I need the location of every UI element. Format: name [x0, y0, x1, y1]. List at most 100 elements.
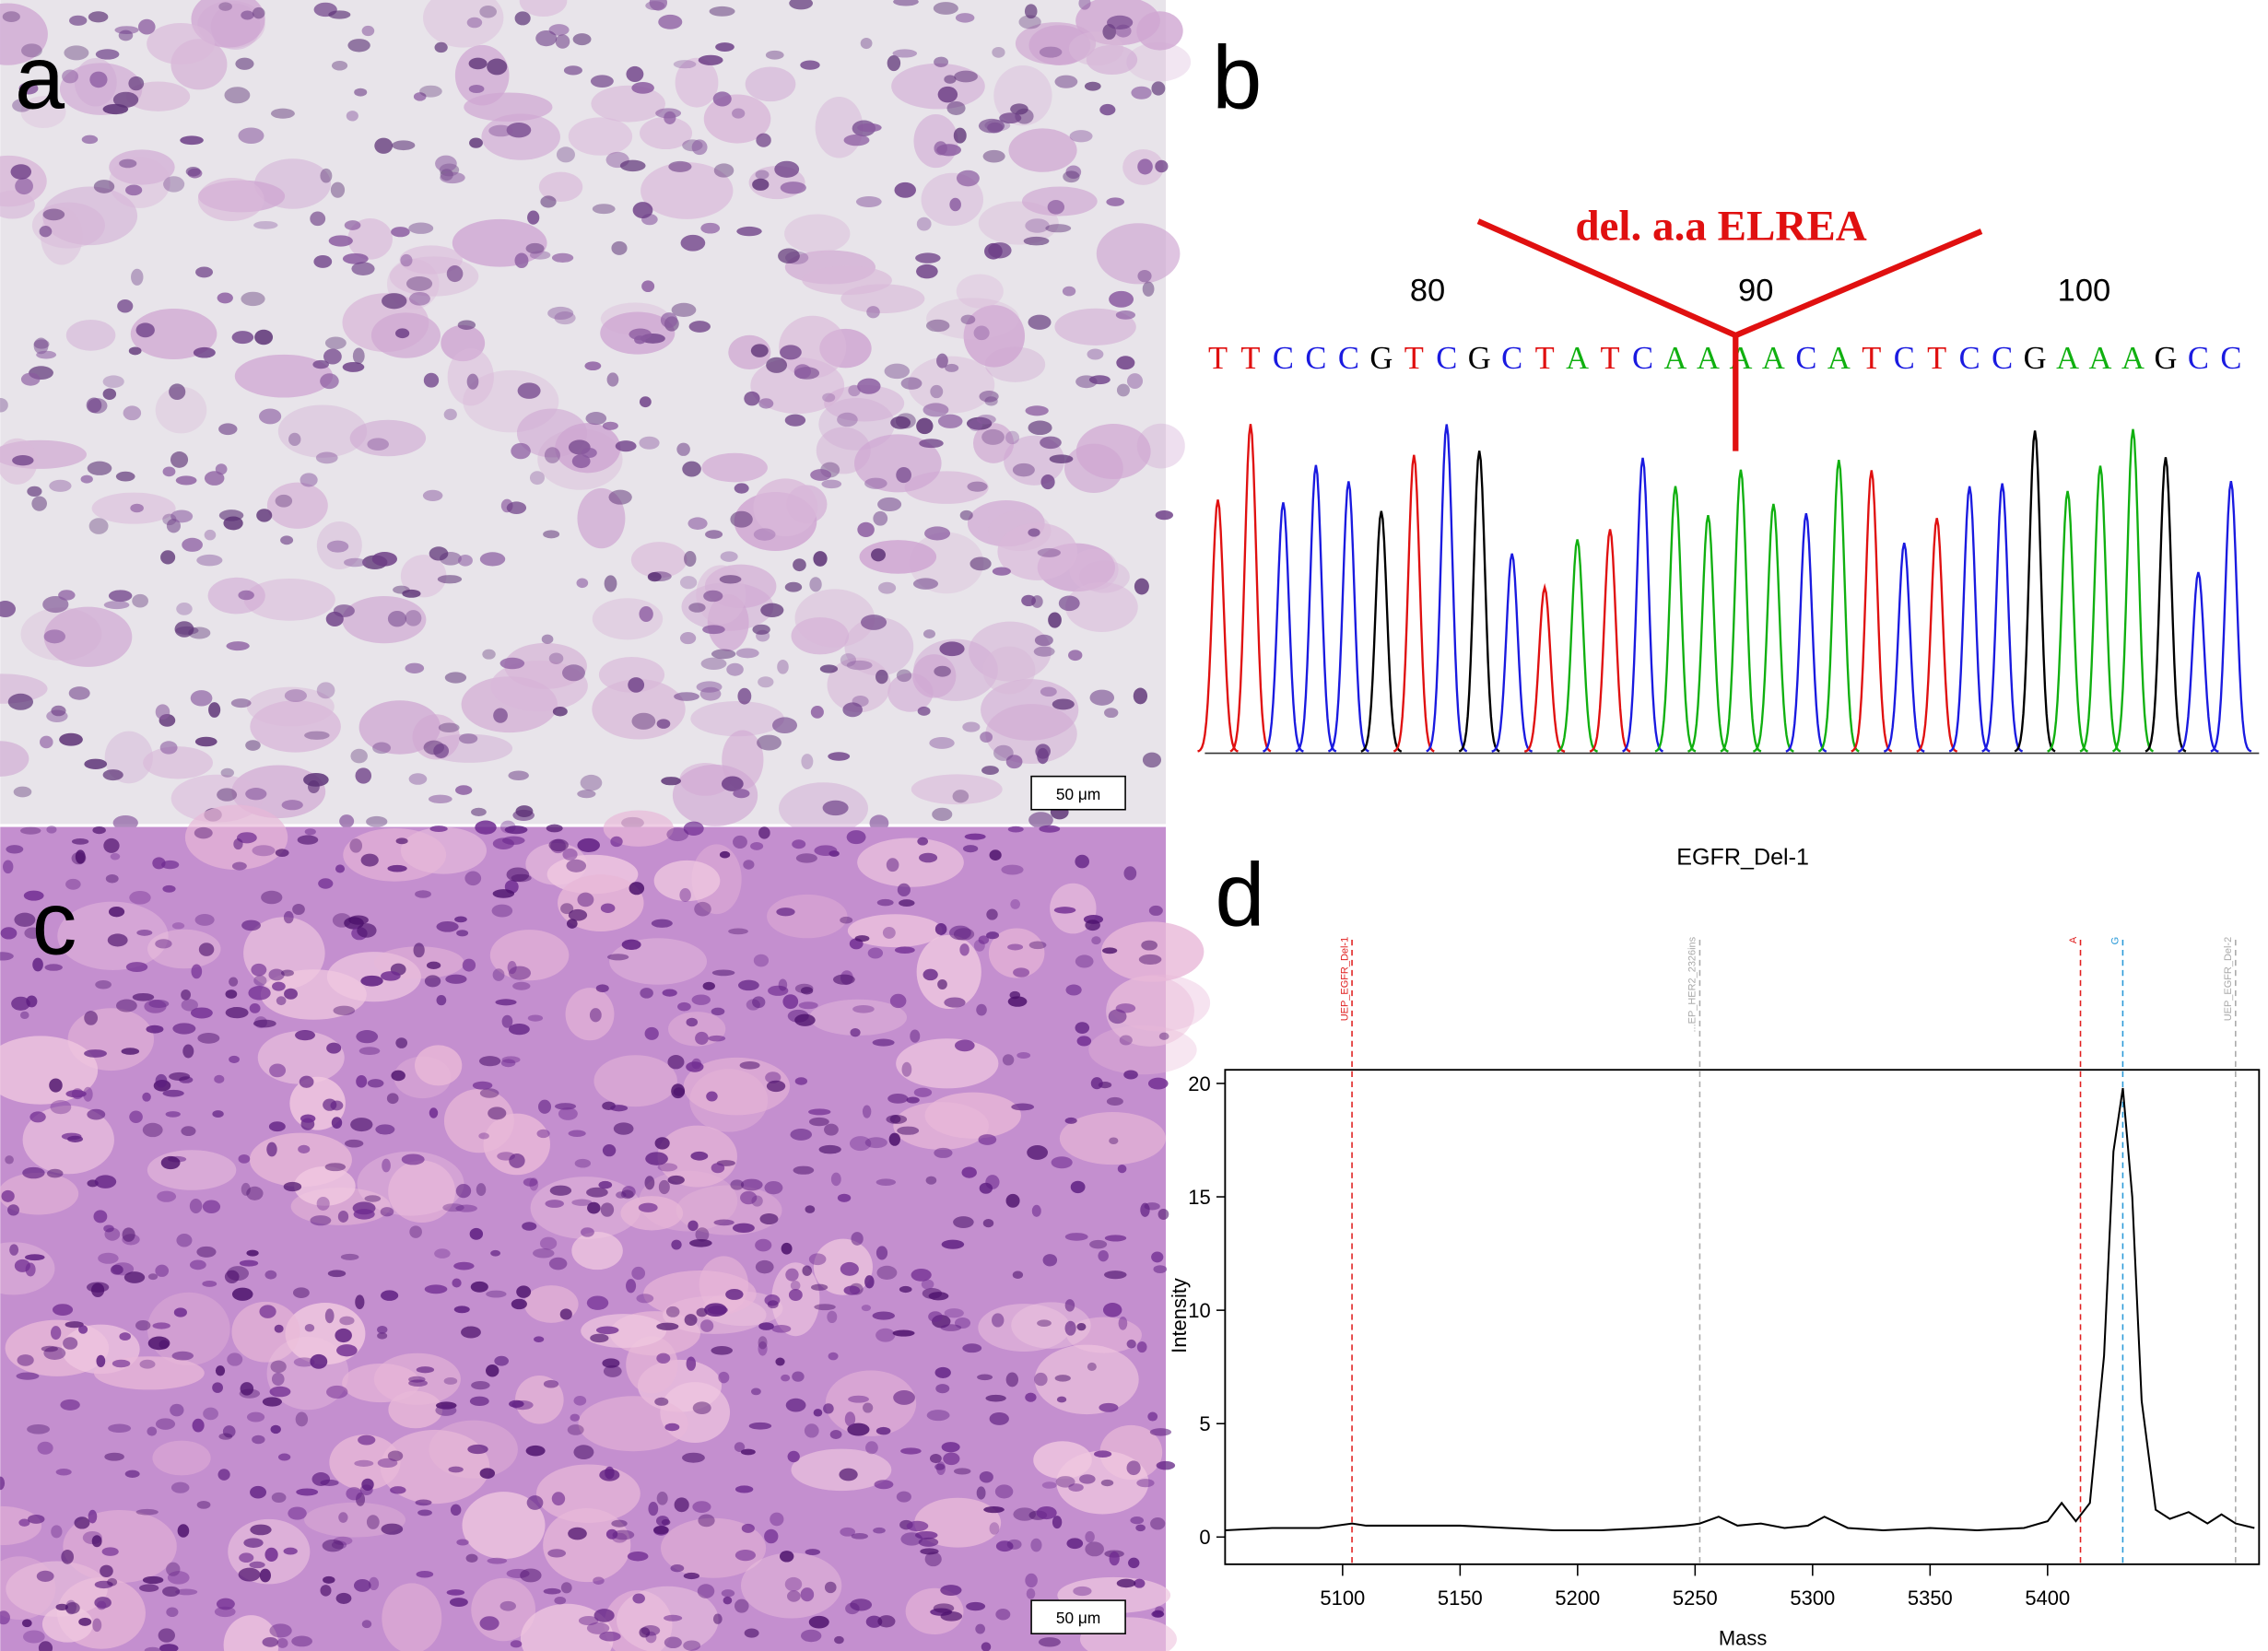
cell — [824, 1123, 839, 1136]
cell — [721, 776, 744, 791]
cell — [517, 382, 541, 399]
cell — [11, 996, 30, 1011]
cell — [234, 354, 334, 398]
x-tick-label: 5300 — [1790, 1587, 1835, 1610]
cell — [674, 1497, 689, 1513]
cell — [954, 1039, 975, 1052]
cell — [1034, 634, 1053, 647]
cell — [1116, 356, 1135, 370]
cell — [662, 989, 677, 997]
x-tick-label: 5250 — [1673, 1587, 1718, 1610]
cell — [152, 1322, 170, 1329]
cell — [888, 1132, 900, 1146]
cell — [1100, 1479, 1114, 1487]
cell — [415, 1499, 432, 1506]
cell — [916, 217, 932, 231]
cell — [18, 82, 39, 95]
cell — [40, 735, 53, 749]
cell — [1049, 454, 1074, 464]
cell — [560, 903, 574, 915]
cell — [546, 824, 563, 833]
cell — [1156, 1460, 1176, 1470]
cell — [908, 356, 995, 414]
cell — [645, 1, 665, 11]
cell — [262, 1397, 282, 1407]
cell — [857, 123, 882, 133]
cell — [204, 529, 217, 541]
cell — [593, 1609, 615, 1622]
cell — [999, 112, 1022, 124]
cell — [620, 1189, 634, 1200]
cell — [320, 168, 333, 183]
cell — [326, 1385, 348, 1399]
cell — [630, 542, 687, 579]
cell — [922, 968, 938, 981]
cell — [1088, 1025, 1197, 1075]
cell — [248, 986, 271, 1001]
cell — [241, 919, 261, 931]
cell — [108, 590, 133, 603]
trace-peak — [1360, 510, 1403, 753]
cell — [270, 1360, 287, 1374]
cell — [787, 1450, 800, 1463]
cell — [688, 321, 711, 333]
cell — [270, 108, 295, 119]
cell — [1087, 348, 1104, 360]
cell — [800, 987, 814, 995]
cell — [674, 692, 699, 701]
cell — [360, 975, 383, 987]
cell — [78, 1325, 88, 1334]
cell — [730, 1179, 745, 1190]
cell — [784, 1576, 803, 1592]
cell — [347, 217, 393, 260]
scale-bar-box — [1030, 1599, 1126, 1634]
cell — [741, 1523, 755, 1533]
base-call: G — [1369, 341, 1393, 376]
cell — [464, 871, 482, 886]
cell — [603, 810, 674, 847]
cell — [434, 41, 448, 53]
cell — [344, 220, 361, 230]
cell — [429, 1107, 439, 1118]
cell — [241, 10, 254, 20]
cell — [850, 1028, 861, 1037]
cell — [1, 1189, 15, 1202]
cell — [933, 2, 958, 15]
cell — [169, 383, 186, 401]
cell — [143, 746, 213, 779]
cell — [872, 1311, 895, 1320]
cell — [794, 589, 875, 648]
cell — [640, 116, 693, 150]
cell — [1012, 463, 1035, 477]
cell — [949, 197, 961, 212]
cell — [1028, 528, 1040, 537]
cell — [337, 1210, 349, 1223]
cell — [181, 989, 191, 1001]
cell — [784, 581, 803, 592]
cell — [387, 1450, 404, 1462]
cell — [867, 947, 884, 959]
trace-peak — [1327, 481, 1369, 753]
cell — [946, 100, 966, 115]
cell — [191, 964, 203, 979]
cell — [304, 1502, 406, 1538]
cell — [356, 1030, 379, 1044]
cell — [155, 1264, 170, 1277]
cell — [1036, 1505, 1057, 1520]
cell — [590, 75, 614, 88]
cell — [1138, 954, 1162, 965]
cell — [809, 999, 908, 1036]
cell — [162, 884, 176, 893]
cell — [578, 1396, 688, 1452]
cell — [469, 1227, 484, 1240]
cell — [1028, 812, 1053, 828]
cell — [520, 1568, 542, 1583]
cell — [639, 1627, 651, 1638]
cell — [323, 1575, 335, 1584]
cell — [423, 0, 504, 48]
y-axis-label: Intensity — [1168, 1278, 1191, 1353]
cell — [29, 1111, 46, 1123]
cell — [94, 1597, 112, 1609]
cell — [629, 882, 645, 896]
scale-bar-label: 50 μm — [1056, 785, 1100, 803]
